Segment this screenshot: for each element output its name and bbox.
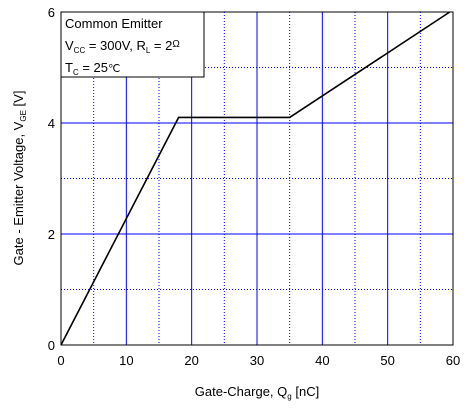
y-tick-label: 6 [48,5,55,20]
series-line [60,11,451,346]
x-tick-label: 0 [57,353,64,368]
annotation-line-3: TC = 25℃ [65,60,120,77]
annotation-line-1: Common Emitter [65,16,163,31]
x-tick-label: 60 [446,353,460,368]
y-tick-label: 4 [48,116,55,131]
annotation-frame [60,11,205,78]
y-tick-label: 0 [48,338,55,353]
x-tick-label: 20 [184,353,198,368]
tick-labels: 0 10 20 30 40 50 60 0 2 4 6 [48,5,460,368]
annotation-line-2: VCC = 300V, RL = 2Ω [65,38,180,55]
series-layer [60,11,451,346]
x-tick-label: 40 [315,353,329,368]
plot-frame [60,11,454,346]
x-tick-label: 30 [250,353,264,368]
annotation-box: Common Emitter VCC = 300V, RL = 2Ω TC = … [60,11,205,78]
x-tick-label: 10 [119,353,133,368]
x-axis-label: Gate-Charge, Qg [nC] [195,384,319,401]
x-tick-label: 50 [380,353,394,368]
y-axis-label: Gate - Emitter Voltage, VGE [V] [11,91,28,266]
y-tick-label: 2 [48,227,55,242]
